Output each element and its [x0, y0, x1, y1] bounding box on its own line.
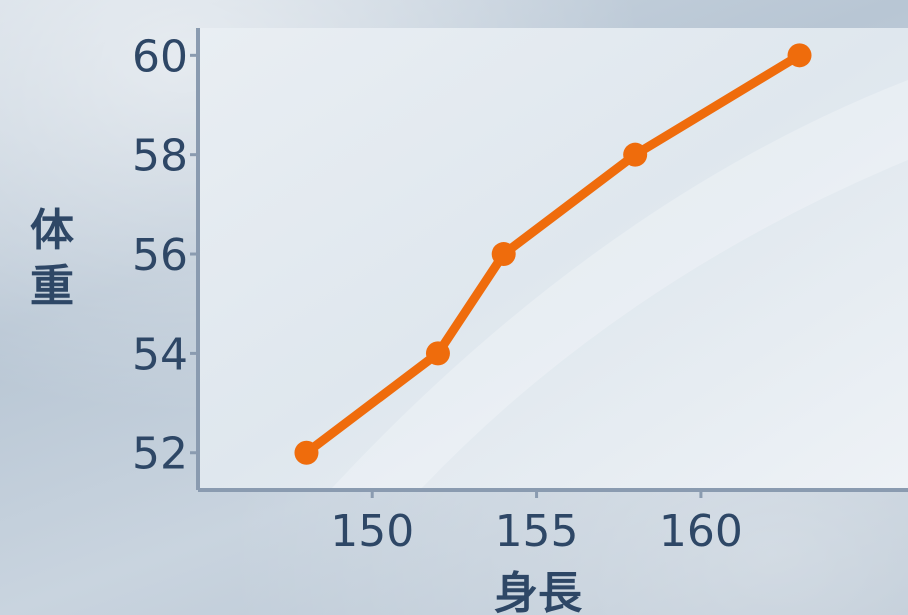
plot-area	[198, 28, 908, 490]
data-point	[425, 341, 450, 366]
data-point	[491, 242, 516, 267]
data-point	[787, 43, 812, 68]
y-axis-title-char: 体	[30, 205, 74, 256]
y-tick-label: 60	[132, 31, 188, 82]
y-tick-label: 56	[132, 230, 188, 281]
data-point	[294, 440, 319, 465]
y-axis-title-char: 重	[30, 261, 74, 312]
y-tick-label: 54	[132, 329, 188, 380]
x-tick-label: 155	[495, 506, 579, 557]
x-tick-label: 160	[659, 506, 743, 557]
plot-sheen	[330, 80, 908, 490]
data-point	[623, 142, 648, 167]
x-tick-label: 150	[330, 506, 414, 557]
x-axis-title: 身長	[494, 568, 583, 615]
y-tick-label: 52	[132, 429, 188, 480]
y-axis-title-char-1: 体重	[30, 205, 74, 312]
y-tick-label: 58	[132, 131, 188, 182]
